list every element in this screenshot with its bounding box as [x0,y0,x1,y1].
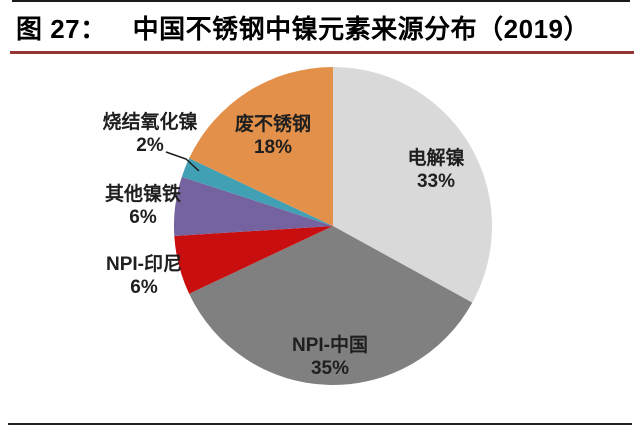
slice-percent: 2% [136,135,164,156]
pie-slice-npi-indonesia [174,226,333,294]
bottom-rule [8,423,632,425]
pie-slices-group [173,67,492,386]
pie-slice-scrap-stainless-steel [189,67,333,226]
slice-percent: 6% [129,207,157,228]
figure-title: 图 27： 中国不锈钢中镍元素来源分布（2019） [16,9,590,46]
figure-number: 图 27： [16,14,107,44]
slice-percent: 33% [416,171,456,192]
slice-label-npi-indonesia: NPI-印尼 6% [106,253,182,299]
figure-title-text: 中国不锈钢中镍元素来源分布（2019） [132,14,590,44]
slice-name: 废不锈钢 [234,114,312,135]
leader-line-sintered-nickel-oxide [165,151,200,172]
slice-percent: 18% [253,137,293,158]
slice-label-electrolytic-nickel: 电解镍 33% [407,147,464,193]
slice-percent: 35% [310,358,350,379]
slice-label-sintered-nickel-oxide: 烧结氧化镍 2% [102,111,197,157]
pie-slice-other-ferronickel [173,176,333,236]
slice-label-other-ferronickel: 其他镍铁 6% [105,183,181,229]
slice-name: NPI-中国 [291,335,369,356]
pie-slice-npi-china [189,226,473,386]
slice-name: 其他镍铁 [104,184,182,205]
slice-percent: 6% [130,277,158,298]
title-underline [10,51,634,54]
slice-name: 电解镍 [407,148,465,169]
pie-slice-electrolytic-nickel [333,67,492,303]
top-rule [12,0,630,2]
slice-label-scrap-stainless-steel: 废不锈钢 18% [235,113,311,159]
slice-label-npi-china: NPI-中国 35% [292,334,368,380]
pie-slice-sintered-nickel-oxide [181,158,333,226]
slice-name: 烧结氧化镍 [102,112,198,133]
slice-name: NPI-印尼 [105,254,183,275]
